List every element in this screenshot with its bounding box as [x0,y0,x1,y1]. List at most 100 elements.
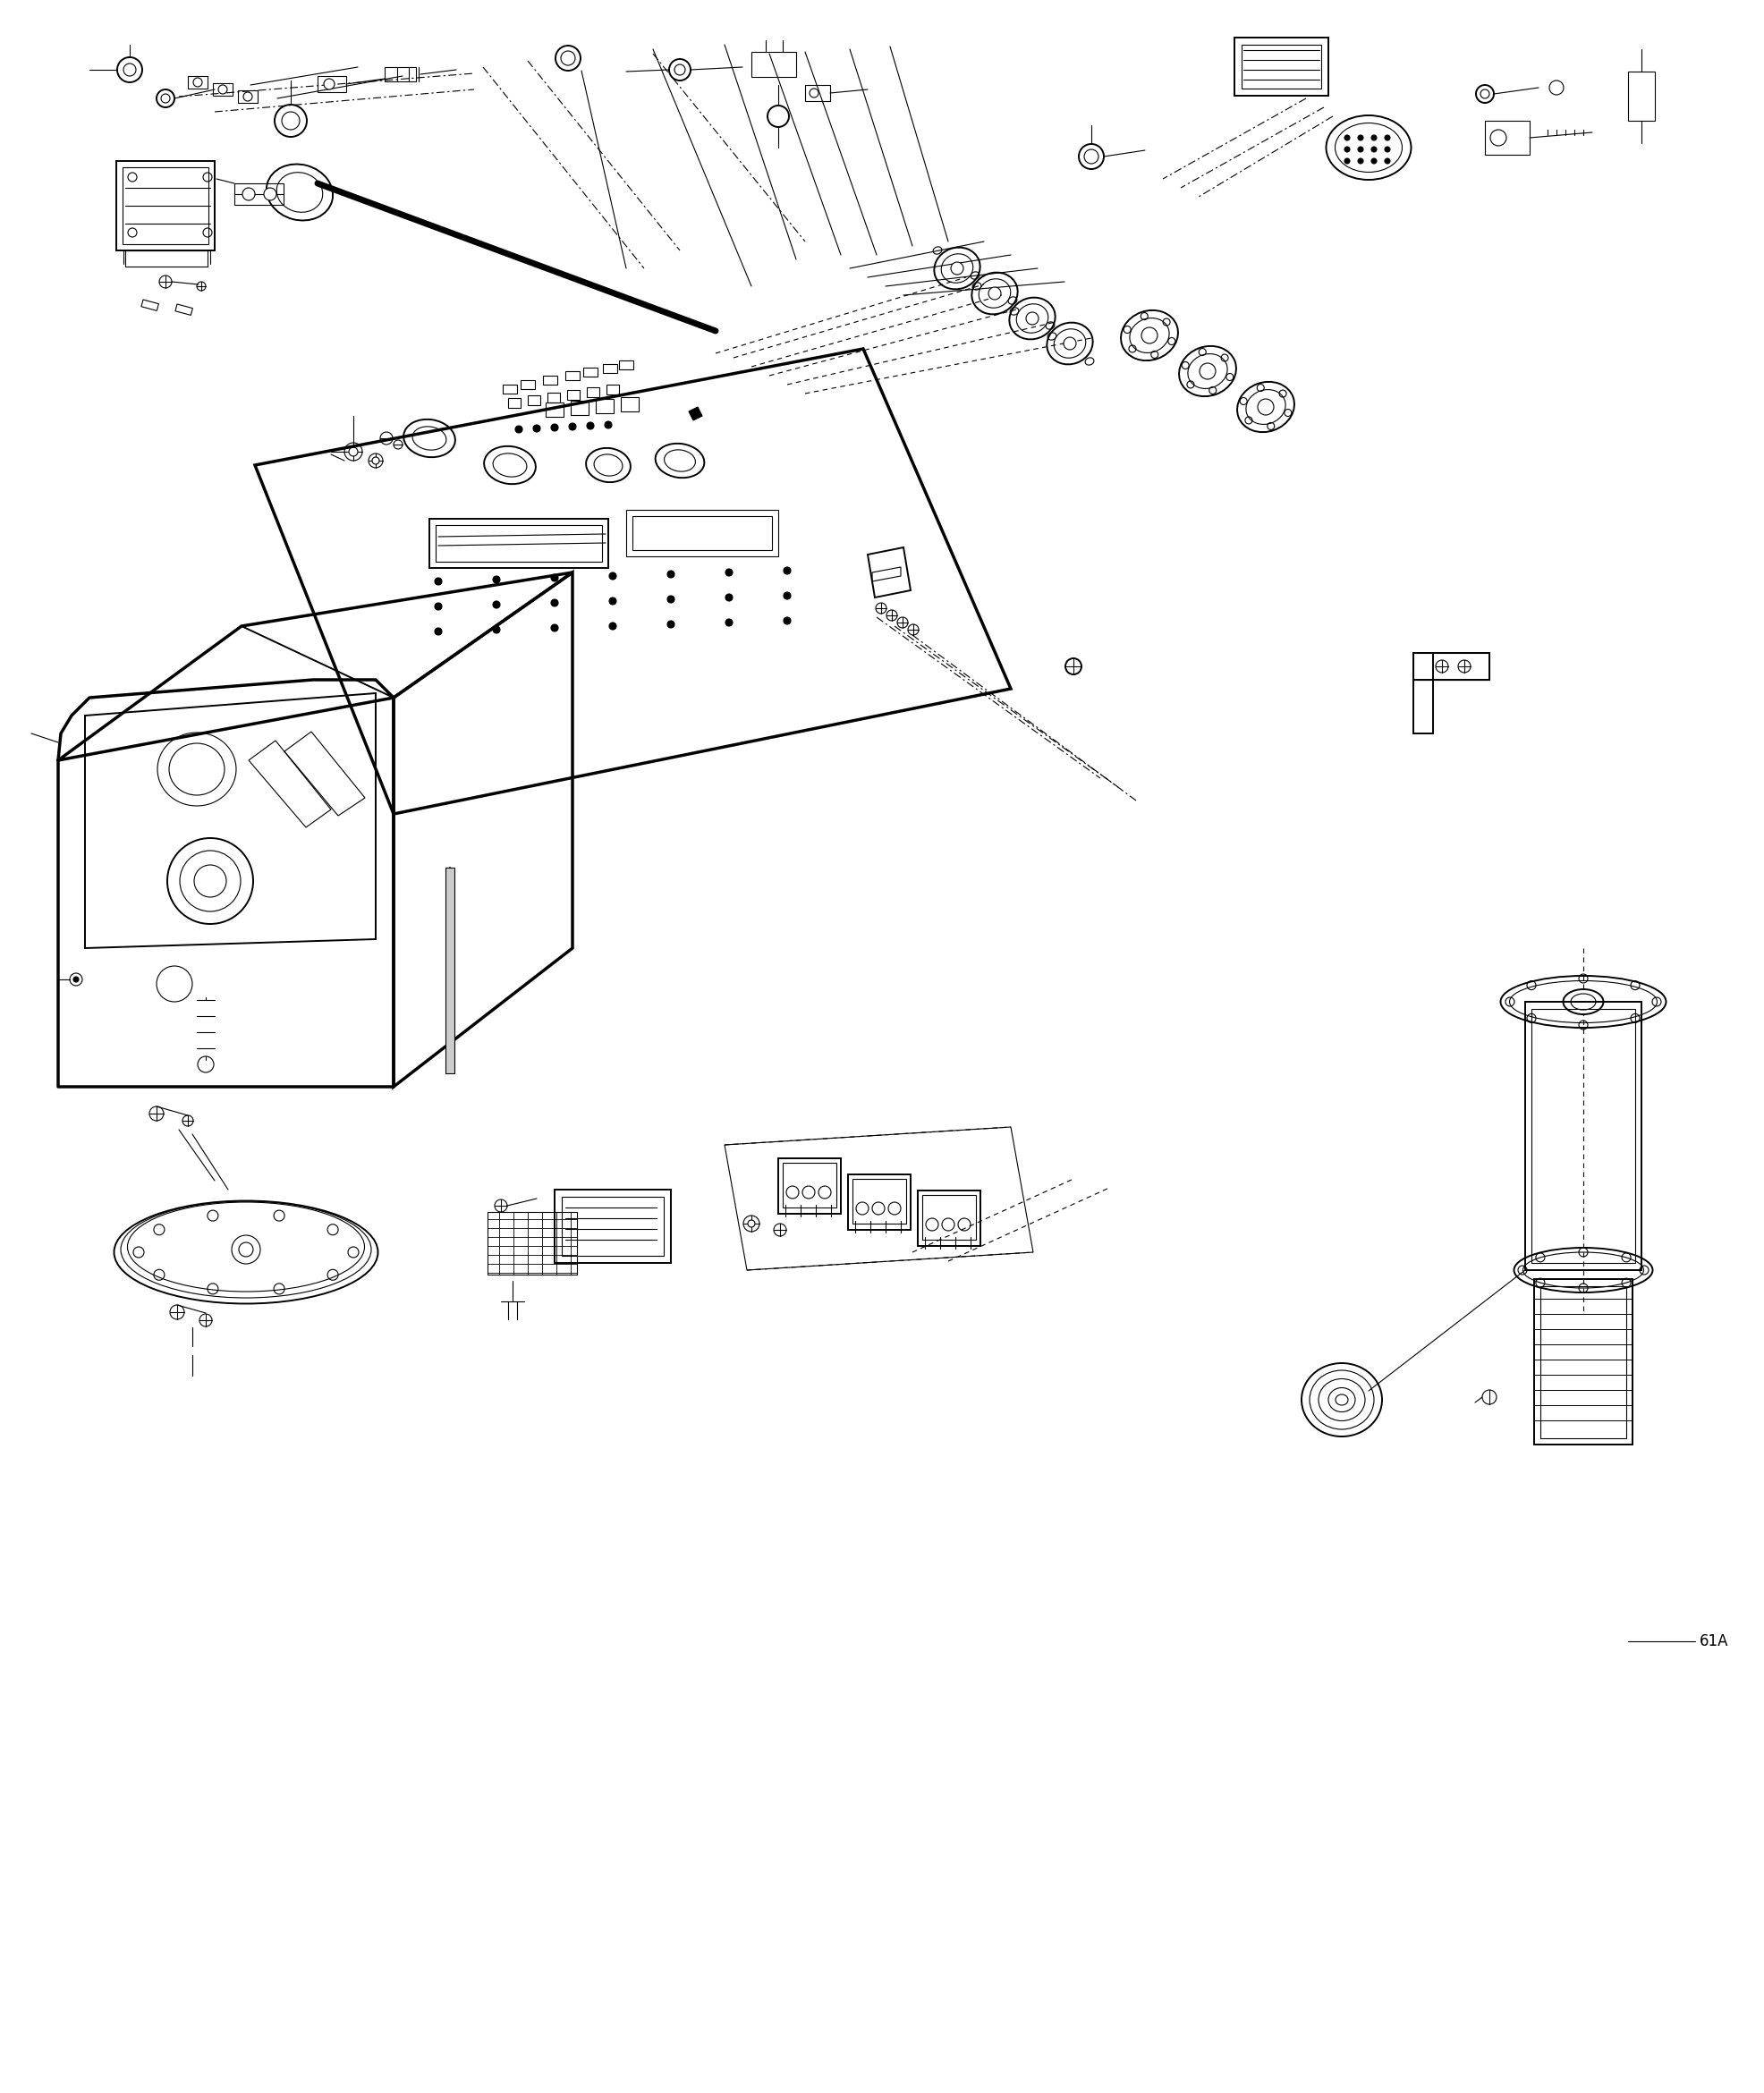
Bar [1485,121,1529,155]
Ellipse shape [1563,990,1603,1015]
Circle shape [372,456,379,465]
Circle shape [667,597,674,603]
Bar [1413,653,1432,733]
Circle shape [123,63,136,75]
Circle shape [570,423,577,431]
Circle shape [1358,159,1364,163]
Circle shape [550,425,557,431]
Bar [783,1164,836,1208]
Circle shape [1491,130,1506,147]
Circle shape [609,597,616,605]
Bar [1540,1287,1626,1438]
Circle shape [783,617,790,624]
Bar [1413,653,1489,680]
Circle shape [667,571,674,578]
Circle shape [1371,136,1376,140]
Bar [116,161,215,251]
Circle shape [349,448,358,456]
Bar [778,1157,841,1214]
Circle shape [1027,312,1039,324]
Bar [1235,38,1328,96]
Bar [852,1178,907,1224]
Bar [429,519,609,567]
Bar [621,398,639,412]
Circle shape [783,567,790,573]
Bar [1242,44,1321,88]
Bar [487,1212,577,1275]
Bar [587,387,600,398]
Bar [1526,1003,1642,1270]
Circle shape [1200,364,1215,379]
Bar [187,75,208,88]
Circle shape [550,573,557,582]
Circle shape [325,80,335,90]
Circle shape [609,622,616,630]
Circle shape [434,578,443,584]
Bar [626,511,778,557]
Bar [318,75,346,92]
Bar [547,393,559,402]
Bar [436,525,602,561]
Circle shape [1385,159,1390,163]
Bar [1628,71,1655,121]
Bar [122,167,208,245]
Bar [545,402,563,417]
Circle shape [434,603,443,609]
Circle shape [1358,136,1364,140]
Polygon shape [284,733,365,816]
Circle shape [1371,147,1376,153]
Bar [633,517,773,550]
Bar [554,1189,670,1262]
Circle shape [161,94,169,103]
Bar [572,400,589,414]
Circle shape [725,620,732,626]
Bar [1531,1009,1635,1262]
Bar [213,84,233,96]
Circle shape [242,188,256,201]
Circle shape [725,594,732,601]
Circle shape [1064,337,1076,350]
Circle shape [1344,136,1349,140]
Circle shape [219,86,228,94]
Circle shape [1385,147,1390,153]
Circle shape [605,421,612,429]
Circle shape [951,262,963,274]
Bar [520,381,534,389]
Bar [503,385,517,393]
Bar [568,389,580,400]
Circle shape [667,622,674,628]
Circle shape [1358,147,1364,153]
Bar [543,375,557,385]
Bar [564,370,580,381]
Polygon shape [688,406,702,421]
Circle shape [550,599,557,607]
Bar [561,1197,663,1256]
Circle shape [988,287,1000,299]
Circle shape [550,624,557,632]
Text: 61A: 61A [1699,1633,1729,1649]
Circle shape [1385,136,1390,140]
Circle shape [725,569,732,576]
Circle shape [434,628,443,634]
Circle shape [533,425,540,431]
Bar [848,1174,910,1231]
Circle shape [1344,159,1349,163]
Bar [446,869,455,1074]
Circle shape [783,592,790,599]
Bar [923,1195,975,1239]
Circle shape [1258,400,1274,414]
Circle shape [1141,327,1157,343]
Bar [385,67,416,82]
Circle shape [74,977,79,982]
Bar [1413,653,1489,680]
Circle shape [243,92,252,100]
Circle shape [265,188,277,201]
Bar [508,398,520,408]
Bar [596,400,614,412]
Bar [917,1191,981,1245]
Circle shape [492,626,499,634]
Circle shape [492,576,499,584]
Circle shape [609,573,616,580]
Circle shape [810,88,818,98]
Circle shape [238,1243,254,1256]
